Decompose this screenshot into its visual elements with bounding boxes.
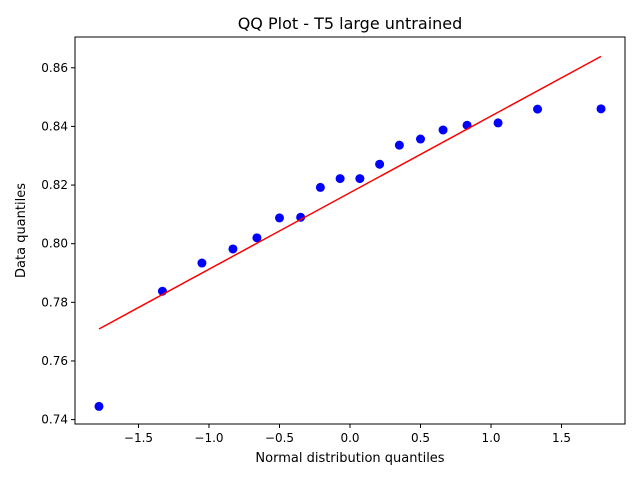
data-point	[228, 244, 238, 254]
data-point	[394, 140, 404, 150]
data-point	[375, 159, 385, 169]
data-point	[533, 104, 543, 114]
data-point	[596, 104, 606, 114]
x-tick-label: −0.5	[265, 431, 294, 445]
y-tick-label: 0.82	[41, 178, 68, 192]
y-axis-ticks: 0.74 0.76 0.78 0.80 0.82 0.84 0.86	[41, 61, 75, 427]
reference-line	[98, 55, 602, 330]
data-point	[94, 401, 104, 411]
x-tick-label: −1.5	[124, 431, 153, 445]
y-tick-label: 0.84	[41, 119, 68, 133]
data-point	[355, 174, 365, 184]
data-point	[296, 212, 306, 222]
x-tick-label: 1.0	[481, 431, 500, 445]
y-tick-label: 0.76	[41, 354, 68, 368]
data-point	[315, 182, 325, 192]
plot-area	[74, 36, 626, 425]
x-axis-ticks: −1.5 −1.0 −0.5 0.0 0.5 1.0 1.5	[124, 424, 571, 445]
data-point	[335, 174, 345, 184]
data-point	[252, 233, 262, 243]
chart-title: QQ Plot - T5 large untrained	[238, 14, 463, 33]
data-point	[493, 118, 503, 128]
x-tick-label: 0.0	[340, 431, 359, 445]
x-axis-label: Normal distribution quantiles	[255, 451, 444, 466]
x-tick-label: 0.5	[411, 431, 430, 445]
data-point	[416, 134, 426, 144]
data-point	[274, 213, 284, 223]
x-tick-label: −1.0	[194, 431, 223, 445]
data-point	[438, 125, 448, 135]
y-axis-label: Data quantiles	[14, 183, 29, 278]
y-tick-label: 0.78	[41, 295, 68, 309]
data-point	[197, 258, 207, 268]
y-tick-label: 0.74	[41, 413, 68, 427]
y-tick-label: 0.86	[41, 61, 68, 75]
reference-line-layer	[98, 55, 602, 330]
data-points	[94, 104, 606, 411]
y-tick-label: 0.80	[41, 237, 68, 251]
x-tick-label: 1.5	[552, 431, 571, 445]
